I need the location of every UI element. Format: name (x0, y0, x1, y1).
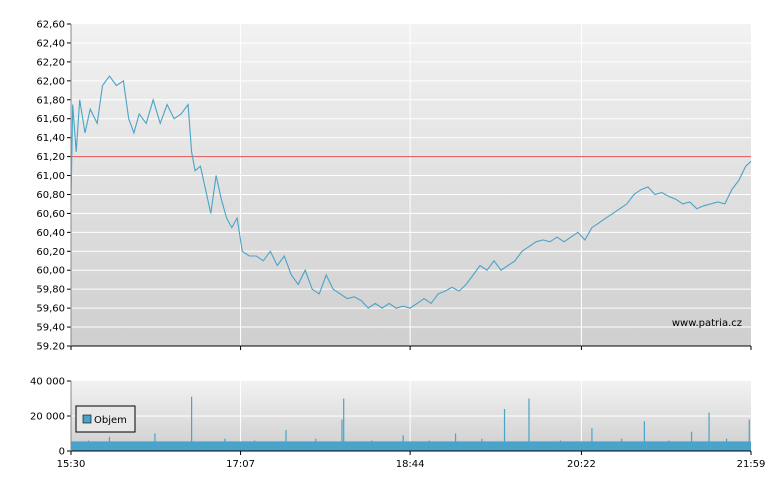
volume-bar (748, 419, 750, 451)
price-panel: 62,60 62,40 62,20 62,00 61,80 61,60 61,40 61,20… (36, 20, 752, 353)
price-y-tick-label: 62,00 (36, 76, 65, 87)
volume-bar (454, 433, 457, 451)
volume-bar (285, 430, 287, 451)
volume-bar (643, 421, 645, 451)
volume-grid (71, 381, 751, 451)
x-tick-label: 21:59 (737, 459, 766, 470)
volume-bar (428, 440, 430, 451)
price-y-tick-label: 61,00 (36, 171, 65, 182)
price-y-tick-label: 61,20 (36, 152, 65, 163)
volume-bar (108, 437, 111, 451)
volume-bar (708, 412, 710, 451)
price-series-line (70, 75, 752, 309)
volume-bar (528, 398, 530, 451)
x-tick-label: 15:30 (57, 459, 86, 470)
watermark: www.patria.cz (672, 318, 742, 329)
volume-bar (591, 428, 593, 451)
legend-label: Objem (94, 415, 127, 426)
volume-bar (253, 440, 256, 451)
volume-bar (131, 442, 133, 451)
price-y-tick-label: 60,80 (36, 190, 65, 201)
price-y-tick-label: 62,40 (36, 38, 65, 49)
price-y-axis: 62,60 62,40 62,20 62,00 61,80 61,60 61,40 61,20… (36, 20, 71, 353)
volume-y-tick-label: 0 (59, 447, 65, 458)
volume-bar (87, 440, 90, 451)
price-y-tick-label: 60,60 (36, 209, 65, 220)
volume-bar (668, 440, 670, 451)
volume-bar (481, 438, 483, 451)
price-y-tick-label: 60,20 (36, 247, 65, 258)
volume-bar (371, 440, 373, 451)
volume-bar (154, 433, 156, 451)
x-tick-label: 20:22 (567, 459, 596, 470)
volume-bar (725, 438, 728, 451)
price-y-tick-label: 61,80 (36, 95, 65, 106)
price-y-tick-label: 62,60 (36, 20, 65, 31)
volume-y-tick-label: 40 000 (30, 377, 65, 388)
price-plot-background (71, 24, 751, 346)
volume-baseline-band (71, 441, 751, 451)
price-y-tick-label: 59,60 (36, 304, 65, 315)
volume-bar (503, 409, 506, 451)
volume-bar (690, 431, 693, 451)
volume-legend: Objem (75, 405, 136, 433)
price-y-tick-label: 62,20 (36, 57, 65, 68)
volume-bar (402, 435, 404, 451)
volume-y-tick-label: 20 000 (30, 412, 65, 423)
volume-bar (559, 440, 562, 451)
volume-bar (343, 398, 345, 451)
price-y-tick-label: 61,60 (36, 114, 65, 125)
volume-bar (177, 442, 179, 451)
price-y-tick-label: 59.20 (36, 342, 65, 353)
legend-swatch (82, 414, 92, 424)
volume-bar (191, 396, 193, 451)
price-y-tick-label: 59,40 (36, 323, 65, 334)
x-tick-label: 18:44 (396, 459, 425, 470)
volume-bar (341, 419, 343, 451)
volume-bar (621, 438, 623, 451)
x-axis-ticks: 15:30 17:07 18:44 20:22 21:59 (57, 451, 766, 470)
volume-y-axis: 40 000 20 000 0 (30, 377, 71, 458)
price-y-tick-label: 61,40 (36, 133, 65, 144)
price-grid (70, 24, 752, 350)
price-y-tick-label: 60,00 (36, 266, 65, 277)
volume-bars (71, 396, 751, 451)
volume-bar (315, 438, 317, 451)
price-y-tick-label: 60,40 (36, 228, 65, 239)
x-tick-label: 17:07 (226, 459, 255, 470)
volume-bar (224, 438, 226, 451)
price-y-tick-label: 59,80 (36, 285, 65, 296)
